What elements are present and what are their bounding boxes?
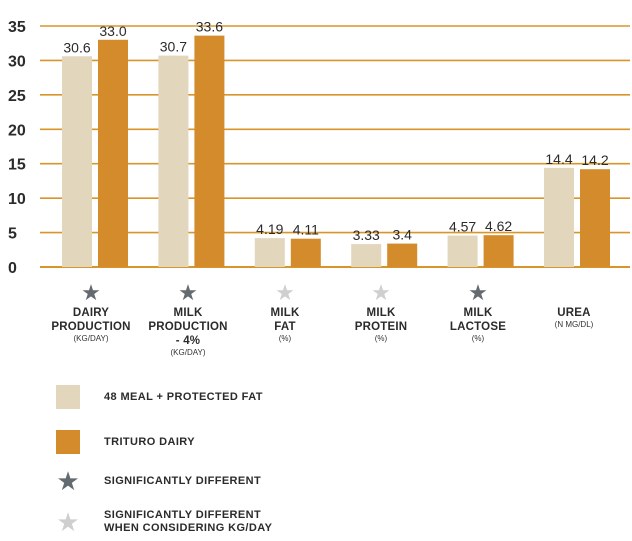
data-label: 30.6 — [63, 39, 90, 55]
bar-series-a — [62, 56, 92, 267]
legend-item-series-a: 48 MEAL + PROTECTED FAT — [56, 384, 263, 410]
dark-star-icon: ★ — [56, 466, 80, 496]
legend-label-line1: SIGNIFICANTLY DIFFERENT — [104, 509, 262, 521]
category-unit: (N MG/DL) — [554, 320, 594, 329]
legend-label-significant: SIGNIFICANTLY DIFFERENT — [104, 474, 262, 487]
dark-star-icon: ★ — [178, 280, 198, 305]
category-line2: LACTOSE — [449, 321, 507, 333]
data-label: 30.7 — [160, 39, 187, 55]
category-line2: PRODUCTION — [51, 321, 131, 333]
legend-item-significant-kg: ★ SIGNIFICANTLY DIFFERENT WHEN CONSIDERI… — [56, 507, 272, 537]
star-placeholder — [519, 282, 629, 306]
category-line1: UREA — [557, 307, 591, 319]
light-star-icon: ★ — [275, 280, 295, 305]
y-tick-label: 0 — [8, 260, 17, 277]
y-tick-label: 35 — [8, 19, 26, 36]
data-label: 4.57 — [449, 219, 476, 235]
category-dairy-production: ★ DAIRY PRODUCTION (KG/DAY) — [36, 280, 146, 344]
dark-star-icon: ★ — [81, 280, 101, 305]
y-tick-label: 5 — [8, 226, 17, 243]
y-tick-label: 15 — [8, 157, 26, 174]
bar-series-b — [290, 238, 321, 267]
category-line1: MILK — [270, 307, 300, 319]
data-label: 33.0 — [99, 23, 126, 39]
y-tick-label: 30 — [8, 53, 26, 70]
category-line1: MILK — [173, 307, 203, 319]
bar-series-b — [98, 39, 128, 268]
legend-swatch-series-b — [56, 430, 80, 454]
bar-series-b — [387, 243, 418, 267]
category-line2: FAT — [274, 321, 296, 333]
bar-series-b — [483, 235, 514, 267]
y-tick-label: 10 — [8, 191, 26, 208]
legend-label-significant-kg: SIGNIFICANTLY DIFFERENT WHEN CONSIDERING… — [104, 509, 272, 535]
category-unit: (KG/DAY) — [73, 334, 109, 343]
category-line1: MILK — [366, 307, 396, 319]
category-milk-production-4: ★ MILK PRODUCTION - 4% (KG/DAY) — [133, 280, 243, 358]
legend-label-line2: WHEN CONSIDERING KG/DAY — [104, 522, 273, 534]
bar-series-a — [351, 244, 382, 267]
y-axis-ticks: 0 5 10 15 20 25 30 35 — [8, 19, 26, 277]
category-line2: PRODUCTION — [148, 321, 228, 333]
data-labels: 30.6 33.0 30.7 33.6 4.19 4.11 3.33 3.4 4.57 4.62 1… — [63, 19, 608, 243]
bar-series-b — [580, 169, 610, 267]
category-milk-protein: ★ MILK PROTEIN (%) — [326, 280, 436, 344]
bars — [62, 35, 610, 268]
category-line3: - 4% — [175, 335, 201, 347]
bar-series-a — [447, 235, 478, 267]
category-line1: MILK — [463, 307, 493, 319]
category-urea: UREA (N MG/DL) — [519, 282, 629, 329]
category-line1: DAIRY — [72, 307, 110, 319]
data-label: 3.33 — [353, 227, 380, 243]
data-label: 3.4 — [392, 227, 412, 243]
category-unit: (%) — [278, 334, 292, 343]
legend-item-significant: ★ SIGNIFICANTLY DIFFERENT — [56, 468, 261, 494]
data-label: 14.2 — [581, 152, 608, 168]
gridlines — [40, 25, 630, 268]
legend-item-series-b: TRITURO DAIRY — [56, 429, 195, 455]
category-unit: (%) — [374, 334, 388, 343]
dark-star-icon: ★ — [468, 280, 488, 305]
data-label: 4.19 — [256, 221, 283, 237]
data-label: 4.11 — [293, 222, 319, 238]
category-unit: (KG/DAY) — [170, 348, 206, 357]
category-milk-lactose: ★ MILK LACTOSE (%) — [423, 280, 533, 344]
data-label: 14.4 — [545, 151, 572, 167]
category-unit: (%) — [471, 334, 485, 343]
data-label: 33.6 — [196, 19, 223, 35]
bar-series-b — [194, 35, 225, 267]
y-tick-label: 20 — [8, 122, 26, 139]
bar-series-a — [254, 238, 285, 267]
data-label: 4.62 — [485, 218, 512, 234]
legend-label-series-b: TRITURO DAIRY — [104, 435, 195, 448]
light-star-icon: ★ — [56, 507, 80, 537]
category-milk-fat: ★ MILK FAT (%) — [230, 280, 340, 344]
legend-swatch-series-a — [56, 385, 80, 409]
legend-label-series-a: 48 MEAL + PROTECTED FAT — [104, 390, 263, 403]
category-line2: PROTEIN — [354, 321, 408, 333]
y-tick-label: 25 — [8, 88, 26, 105]
light-star-icon: ★ — [371, 280, 391, 305]
bar-series-a — [544, 167, 574, 267]
bar-series-a — [158, 55, 189, 268]
